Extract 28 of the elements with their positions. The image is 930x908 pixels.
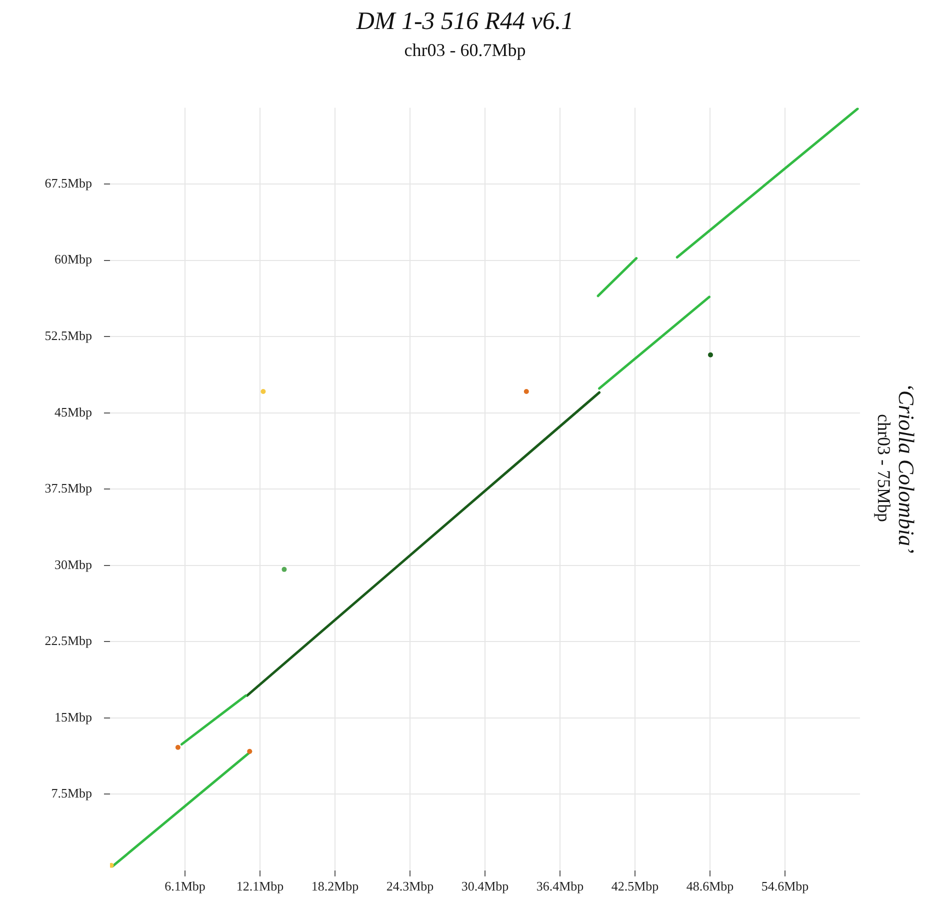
point: [282, 566, 287, 572]
x-tick-label: 24.3Mbp: [386, 878, 434, 894]
x-tick-label: 6.1Mbp: [164, 878, 206, 894]
x-axis-title: chr03 - 60.7Mbp: [403, 40, 527, 62]
chart-title: DM 1-3 516 R44 v6.1: [355, 8, 575, 36]
point: [175, 744, 180, 750]
x-tick-label: 30.4Mbp: [461, 878, 509, 894]
x-tick-label: 36.4Mbp: [536, 878, 584, 894]
x-tick-label: 42.5Mbp: [611, 878, 659, 894]
x-tick-label: 48.6Mbp: [686, 878, 734, 894]
point: [708, 352, 713, 358]
point: [110, 862, 114, 868]
x-tick-label: 12.1Mbp: [236, 878, 284, 894]
x-tick-label: 54.6Mbp: [761, 878, 809, 894]
y-axis-title: ‘Criolla Colombia’ chr03 - 75Mbp: [873, 382, 919, 554]
point: [524, 388, 529, 394]
point: [247, 748, 252, 754]
y-tick-label: 37.5Mbp: [44, 480, 92, 496]
y-tick-label: 30Mbp: [54, 556, 92, 572]
y-tick-label: 15Mbp: [54, 709, 92, 724]
y-tick-label: 45Mbp: [54, 404, 92, 420]
y-tick-label: 67.5Mbp: [44, 175, 92, 190]
y-tick-label: 22.5Mbp: [44, 633, 92, 648]
y-tick-label: 7.5Mbp: [51, 786, 92, 801]
y-tick-label: 52.5Mbp: [44, 328, 92, 343]
point: [260, 388, 266, 394]
x-tick-label: 18.2Mbp: [311, 878, 359, 894]
y-tick-label: 60Mbp: [54, 252, 92, 267]
